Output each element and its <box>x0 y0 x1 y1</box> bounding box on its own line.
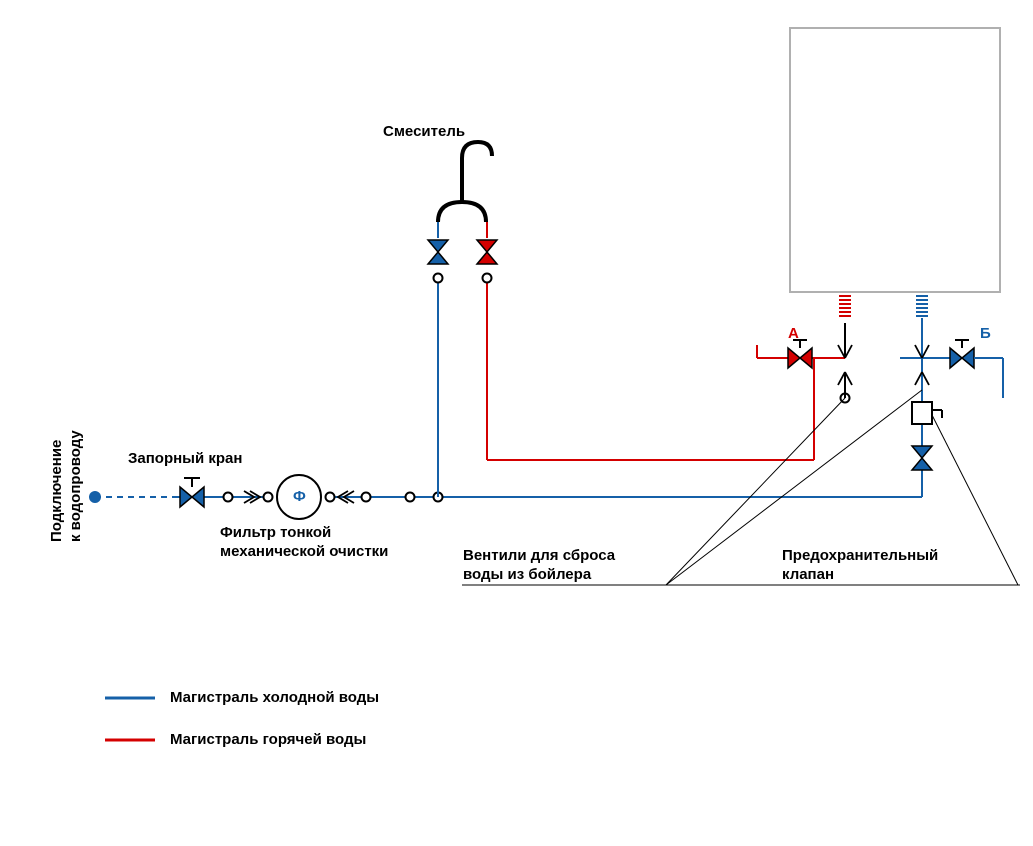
filter-label: Фильтр тонкой механической очистки <box>220 524 388 562</box>
boiler-body <box>790 28 1000 292</box>
diagram-svg <box>0 0 1033 846</box>
mixer-cold-valve-icon <box>428 240 448 264</box>
valve-a-icon <box>788 348 812 368</box>
shutoff-valve-icon <box>180 487 204 507</box>
connection-label: Подключение к водопроводу <box>48 430 86 542</box>
cold-isolate-valve-icon <box>912 446 932 470</box>
mixer-body <box>438 202 486 222</box>
safety-valve-label: Предохранительный клапан <box>782 547 938 585</box>
inlet-dot <box>89 491 101 503</box>
label-a: А <box>788 325 799 344</box>
mixer-label: Смеситель <box>383 123 465 142</box>
valve-b-icon <box>950 348 974 368</box>
drain-valves-label: Вентили для сброса воды из бойлера <box>463 547 615 585</box>
legend-hot-label: Магистраль горячей воды <box>170 731 366 750</box>
flex-hot-icon <box>839 296 851 316</box>
leader-safety <box>932 415 1018 585</box>
shutoff-label: Запорный кран <box>128 450 242 469</box>
mixer-hot-valve-icon <box>477 240 497 264</box>
safety-valve-icon <box>912 402 932 424</box>
legend-cold-label: Магистраль холодной воды <box>170 689 379 708</box>
mixer-spout <box>462 142 492 158</box>
label-b: Б <box>980 325 991 344</box>
flex-cold-icon <box>916 296 928 316</box>
filter-letter: Ф <box>293 488 306 507</box>
